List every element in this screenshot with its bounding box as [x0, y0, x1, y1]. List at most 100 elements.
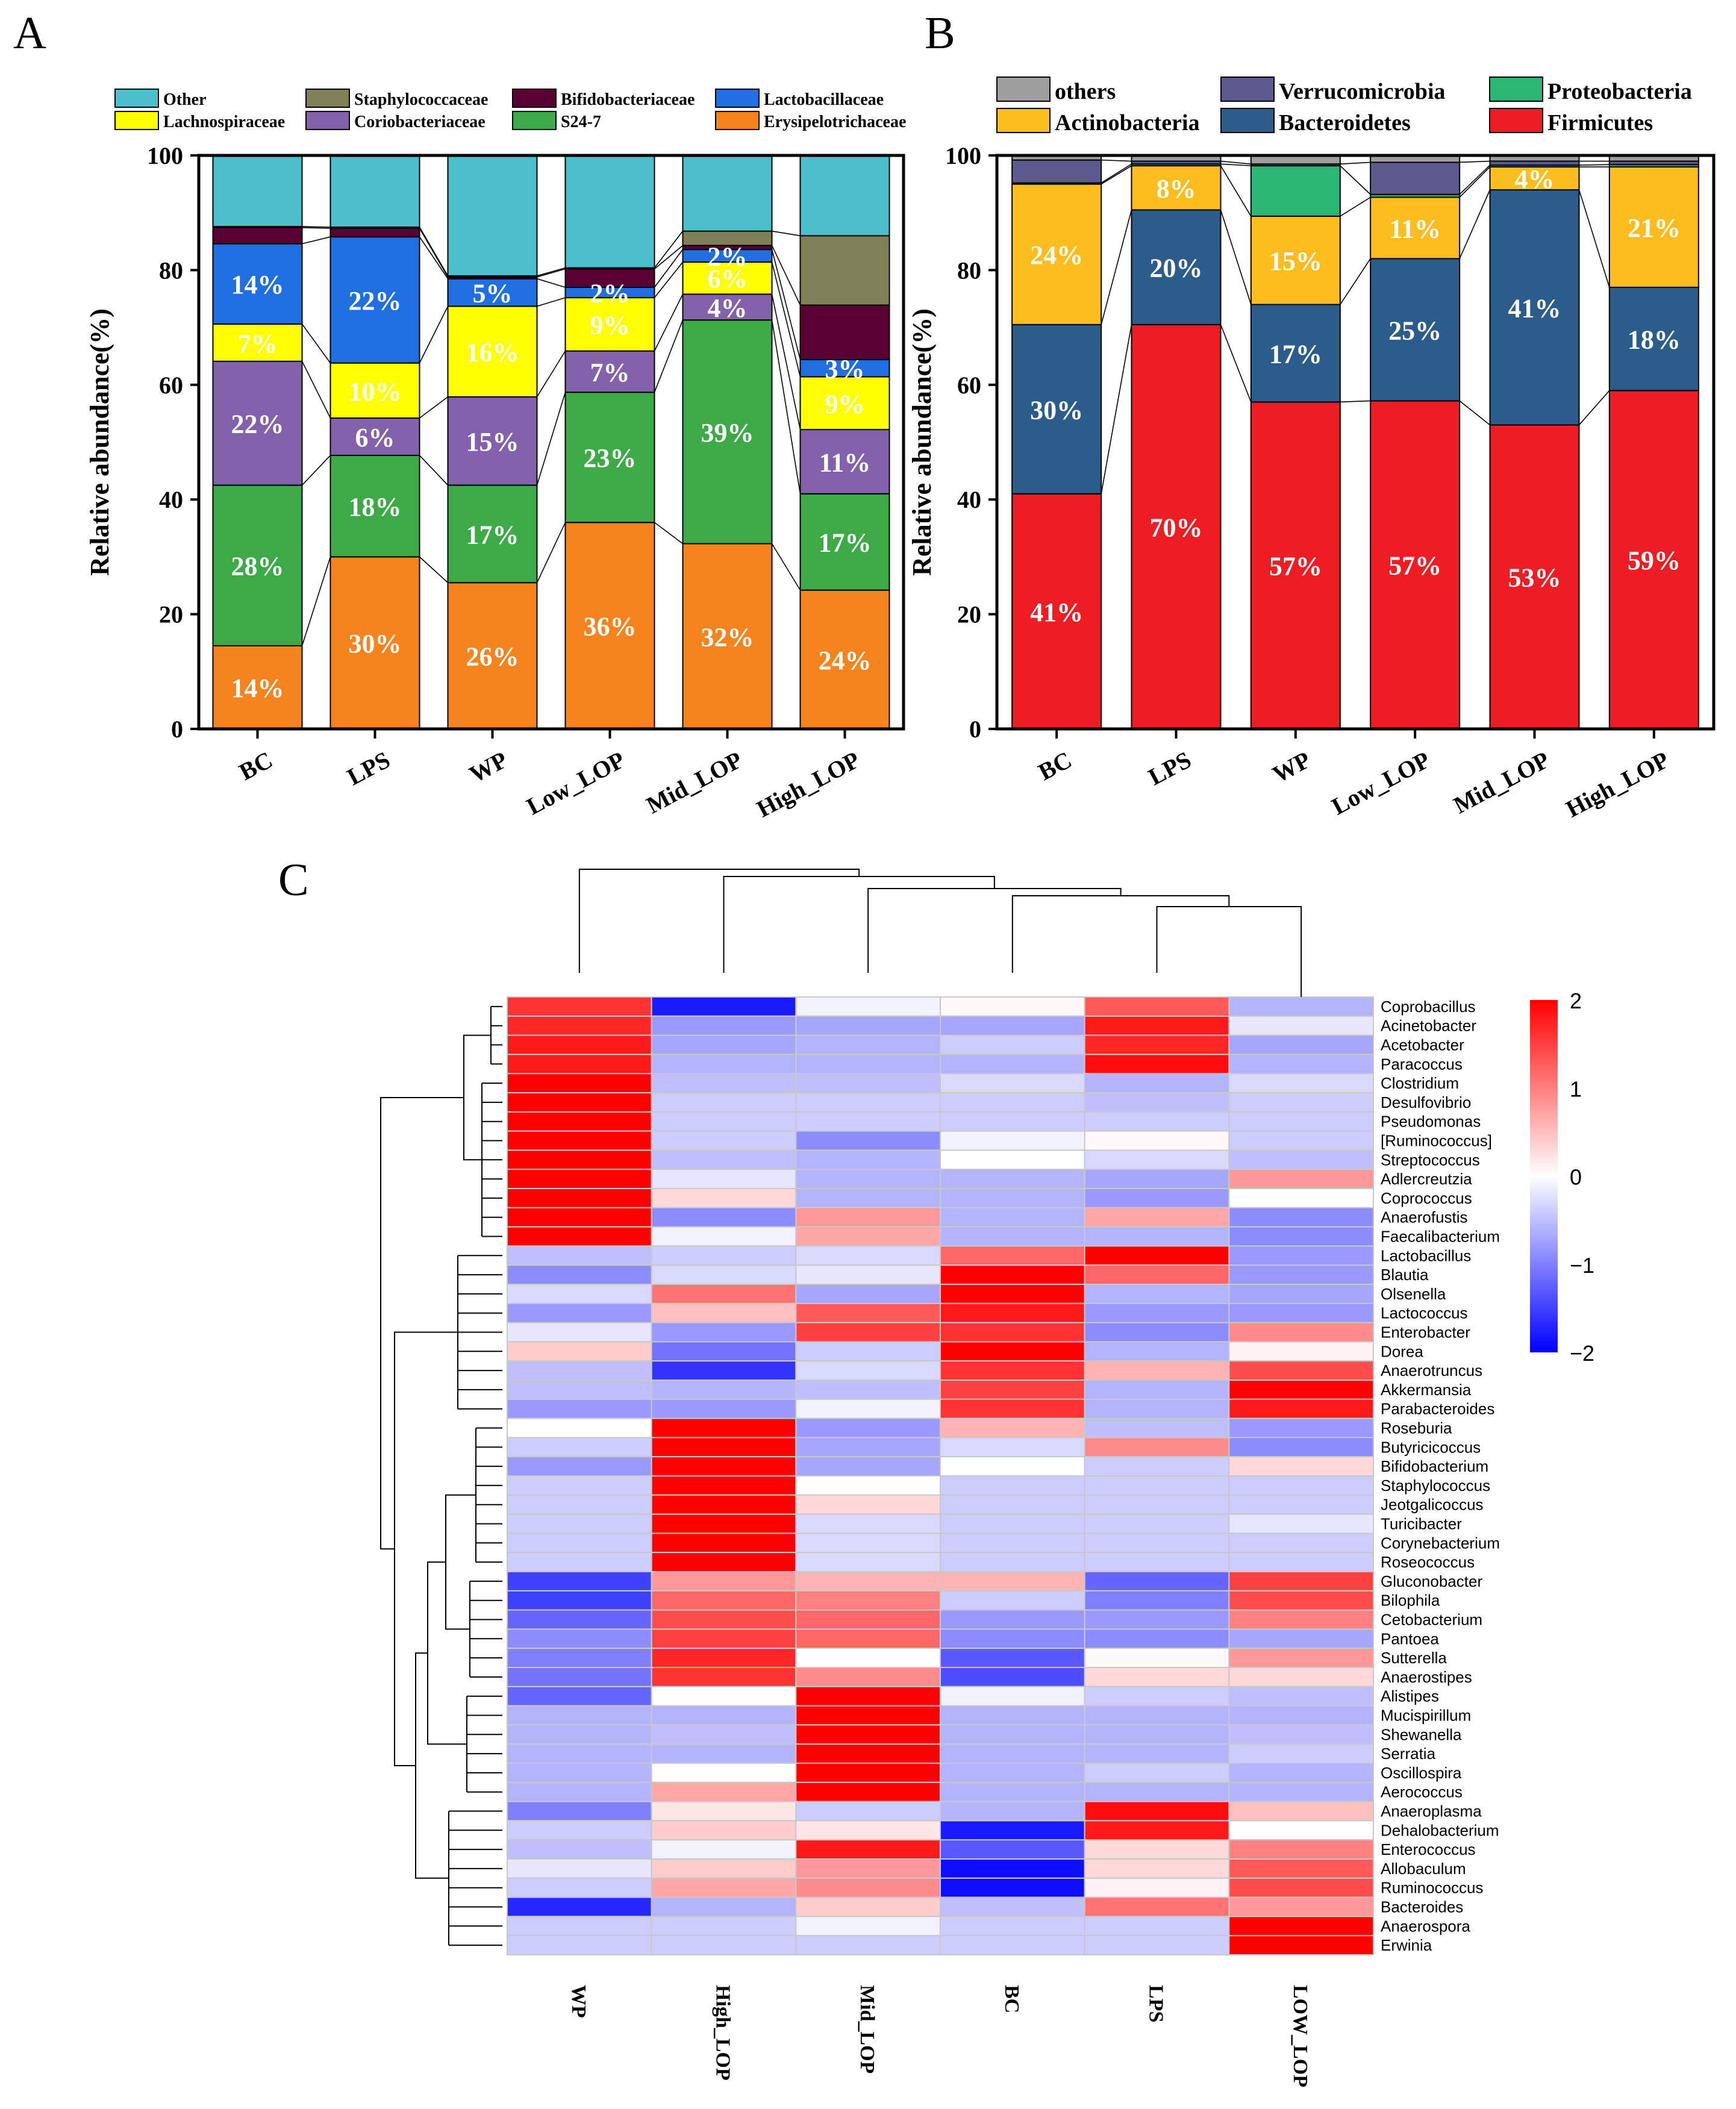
heatmap-cell-gluconobacter-lps	[1084, 1571, 1230, 1592]
heatmap-cell-acinetobacter-bc	[940, 1015, 1085, 1036]
legend-swatch-coriobacteriaceae	[305, 111, 350, 130]
heatmap-cell-aerococcus-mid-lop	[795, 1781, 941, 1802]
heatmap-cell-turicibacter-wp	[507, 1513, 652, 1534]
legend-swatch-erysipelotrichaceae	[715, 111, 760, 130]
segment-label: 7%	[590, 358, 630, 387]
heatmap-cell-acinetobacter-lps	[1084, 1015, 1230, 1036]
heatmap-cell-anaerostipes-lps	[1084, 1667, 1230, 1687]
connector-line	[419, 455, 449, 486]
heatmap-cell-acetobacter-low-lop	[1228, 1034, 1375, 1055]
bar-segment-other-wp	[447, 155, 538, 277]
heatmap-cell-aerococcus-high-lop	[651, 1781, 797, 1802]
segment-label: 11%	[1389, 214, 1441, 243]
connector-line	[654, 294, 684, 351]
heatmap-cell-ruminococcus-wp	[507, 1130, 652, 1151]
bar-segment-firmicutes-mid-lop	[1489, 424, 1580, 730]
heatmap-cell-faecalibacterium-lps	[1084, 1226, 1230, 1247]
bar-segment-verrucomicrobia-low-lop	[1370, 161, 1461, 195]
heatmap-cell-gluconobacter-bc	[940, 1571, 1085, 1592]
x-tick-label: LPS	[343, 746, 395, 790]
heatmap-cell-staphylococcus-lps	[1084, 1475, 1230, 1496]
panel-b-stacked-bar-chart: 41% 30% 24% 70% 20% 8% 57% 17% 15% 57% 25% 11% 53% 41…	[907, 77, 1716, 823]
row-label: Staphylococcus	[1381, 1476, 1490, 1495]
segment-label: 15%	[1269, 246, 1322, 276]
heatmap-cell-clostridium-low-lop	[1228, 1073, 1375, 1093]
heatmap-cell-erwinia-high-lop	[651, 1935, 797, 1955]
heatmap-cell-paracoccus-bc	[940, 1054, 1085, 1075]
heatmap-cell-dorea-low-lop	[1228, 1341, 1375, 1362]
panel-label-b: B	[925, 8, 955, 58]
connector-line	[771, 249, 801, 360]
x-tick-label: BC	[235, 746, 277, 786]
heatmap-cell-turicibacter-low-lop	[1228, 1513, 1375, 1534]
row-label: Bifidobacterium	[1381, 1457, 1488, 1475]
heatmap-cell-lactococcus-mid-lop	[795, 1302, 941, 1323]
row-label: Desulfovibrio	[1381, 1093, 1471, 1111]
heatmap-cell-pantoea-high-lop	[651, 1628, 797, 1649]
heatmap-cell-mucispirillum-lps	[1084, 1705, 1230, 1726]
heatmap-cell-sutterella-lps	[1084, 1648, 1230, 1668]
connector-line	[1101, 165, 1132, 185]
segment-label: 7%	[238, 329, 278, 358]
bar-segment-s24-7-wp	[447, 484, 538, 584]
row-label: Pantoea	[1381, 1629, 1439, 1648]
heatmap-cell-sutterella-mid-lop	[795, 1648, 941, 1668]
heatmap-cell-lactobacillus-mid-lop	[795, 1245, 941, 1266]
heatmap-cell-pseudomonas-bc	[940, 1111, 1085, 1132]
heatmap-cell-blautia-bc	[940, 1264, 1085, 1285]
y-axis-label: Relative abundance(%)	[907, 308, 937, 576]
bar-segment-actinobacteria-high-lop	[1608, 166, 1699, 288]
heatmap-cell-roseburia-high-lop	[651, 1417, 797, 1439]
segment-label: 20%	[1150, 254, 1203, 283]
heatmap-cell-roseburia-bc	[940, 1417, 1085, 1439]
column-label: BC	[1001, 1985, 1023, 2013]
colorbar-tick-label: 0	[1570, 1165, 1582, 1190]
bar-segment-lactobacillaceae-lps	[329, 236, 420, 364]
heatmap-cell-roseococcus-wp	[507, 1552, 652, 1572]
connector-line	[1578, 189, 1610, 288]
bar-segment-s24-7-bc	[212, 484, 303, 646]
heatmap-cell-lactococcus-bc	[940, 1302, 1085, 1323]
heatmap-cell-olsenella-mid-lop	[795, 1284, 941, 1304]
segment-label: 16%	[466, 338, 519, 367]
row-label: Blautia	[1381, 1266, 1429, 1284]
row-label: Ruminococcus	[1381, 1879, 1484, 1897]
bar-segment-bifidobacteriaceae-lps	[329, 227, 420, 238]
column-dendrogram-branch	[723, 876, 995, 973]
y-axis-label: Relative abundance(%)	[85, 308, 114, 576]
bar-segment-bacteroidetes-mid-lop	[1489, 189, 1580, 426]
connector-line	[301, 557, 331, 646]
heatmap-cell-akkermansia-bc	[940, 1379, 1085, 1400]
heatmap-cell-anaerostipes-bc	[940, 1667, 1085, 1687]
heatmap-cell-lactobacillus-wp	[507, 1245, 652, 1266]
heatmap-cell-dorea-high-lop	[651, 1341, 797, 1362]
heatmap-cell-anaerospora-bc	[940, 1916, 1085, 1937]
heatmap-cell-parabacteroides-high-lop	[651, 1398, 797, 1419]
segment-label: 22%	[349, 286, 402, 316]
row-label: Serratia	[1381, 1745, 1436, 1763]
legend-label: others	[1055, 79, 1116, 104]
heatmap-cell-mucispirillum-mid-lop	[795, 1705, 941, 1726]
panel-a-stacked-bar-chart: 14% 28% 22% 7% 14% 30% 18% 6% 10% 22% 26% 17% 15% 16%…	[85, 89, 906, 823]
heatmap-cell-turicibacter-mid-lop	[795, 1513, 941, 1534]
heatmap-cell-allobaculum-high-lop	[651, 1858, 797, 1879]
bar-segment-bacteroidetes-high-lop	[1608, 286, 1699, 392]
connector-line	[1340, 258, 1371, 305]
heatmap-cell-shewanella-mid-lop	[795, 1724, 941, 1745]
bar-segment-lactobacillaceae-bc	[212, 243, 303, 325]
connector-line	[1578, 390, 1610, 425]
heatmap-cell-anaerostipes-wp	[507, 1667, 652, 1687]
heatmap-cell-bilophila-lps	[1084, 1590, 1230, 1611]
heatmap-cell-staphylococcus-mid-lop	[795, 1475, 941, 1496]
heatmap-cell-lactobacillus-bc	[940, 1245, 1085, 1266]
heatmap-cell-ruminococcus-low-lop	[1228, 1877, 1375, 1898]
legend-label: S24-7	[561, 113, 601, 131]
connector-line	[1460, 160, 1490, 163]
connector-line	[771, 543, 801, 591]
connector-line	[1220, 165, 1252, 217]
row-label: Turicibacter	[1381, 1515, 1462, 1533]
heatmap-cell-anaerotruncus-wp	[507, 1360, 652, 1381]
row-label: Adlercreutzia	[1381, 1170, 1472, 1188]
row-label: Anaerotruncus	[1381, 1361, 1482, 1379]
heatmap-cell-desulfovibrio-mid-lop	[795, 1092, 941, 1113]
